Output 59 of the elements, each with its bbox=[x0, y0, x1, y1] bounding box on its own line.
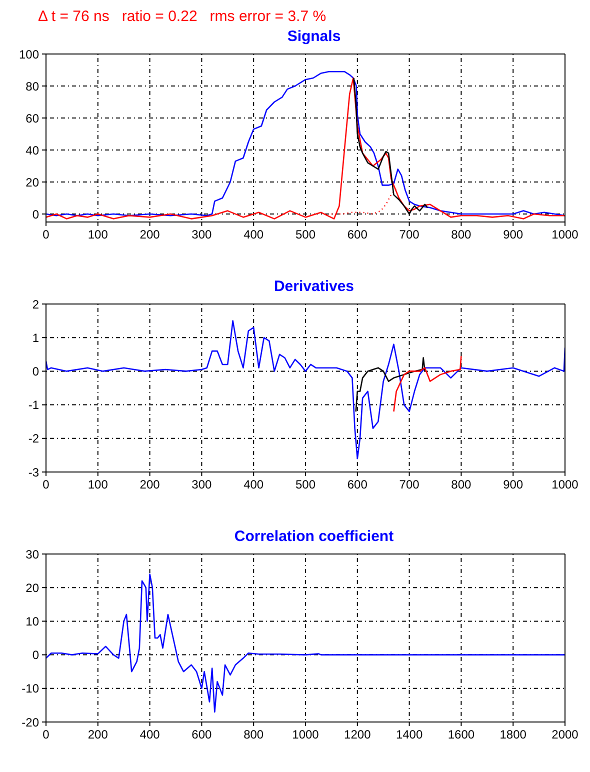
line-series bbox=[46, 320, 565, 460]
x-tick-label: 900 bbox=[503, 478, 524, 492]
x-tick-label: 700 bbox=[399, 478, 420, 492]
chart-title: Δ t = 76 ns ratio = 0.22 rms error = 3.7 % bbox=[37, 8, 328, 27]
x-tick-label: 400 bbox=[244, 478, 264, 492]
x-tick-label: 200 bbox=[140, 478, 160, 492]
x-tick-label: 800 bbox=[451, 478, 472, 492]
y-tick-label: -10 bbox=[22, 682, 40, 696]
x-tick-label: 1000 bbox=[292, 728, 320, 742]
x-tick-label: 600 bbox=[192, 728, 212, 742]
x-tick-label: 300 bbox=[192, 478, 212, 492]
y-tick-label: -1 bbox=[28, 398, 40, 412]
x-tick-label: 800 bbox=[244, 728, 264, 742]
x-tick-label: 1200 bbox=[344, 728, 372, 742]
line-series bbox=[46, 574, 565, 713]
x-tick-label: 1600 bbox=[448, 728, 475, 742]
x-tick-label: 600 bbox=[347, 228, 368, 242]
x-tick-label: 0 bbox=[42, 228, 50, 242]
x-tick-label: 1000 bbox=[552, 478, 579, 492]
y-tick-label: 0 bbox=[32, 648, 40, 662]
x-tick-label: 300 bbox=[192, 228, 212, 242]
x-tick-label: 400 bbox=[244, 228, 264, 242]
chart-title: Derivatives bbox=[272, 278, 356, 297]
y-tick-label: 60 bbox=[26, 111, 40, 126]
chart-subtitle: Signals bbox=[286, 28, 342, 47]
y-tick-label: -2 bbox=[28, 432, 40, 446]
x-tick-label: 2000 bbox=[552, 728, 579, 742]
x-tick-label: 600 bbox=[347, 478, 368, 492]
x-tick-label: 100 bbox=[88, 228, 108, 242]
line-series bbox=[393, 355, 462, 412]
x-tick-label: 100 bbox=[88, 478, 108, 492]
line-series bbox=[330, 188, 397, 215]
x-tick-label: 700 bbox=[399, 228, 420, 242]
x-tick-label: 400 bbox=[140, 728, 160, 742]
x-tick-label: 500 bbox=[295, 228, 316, 242]
x-tick-label: 0 bbox=[42, 728, 50, 742]
y-tick-label: 30 bbox=[26, 547, 40, 562]
y-tick-label: 20 bbox=[26, 175, 40, 190]
x-tick-label: 500 bbox=[295, 478, 316, 492]
y-tick-label: 80 bbox=[26, 79, 40, 94]
y-tick-label: 10 bbox=[26, 614, 40, 628]
y-tick-label: 0 bbox=[32, 207, 40, 222]
chart-title: Correlation coefficient bbox=[233, 528, 395, 547]
y-tick-label: 1 bbox=[32, 330, 40, 345]
y-tick-label: 100 bbox=[18, 47, 40, 62]
x-tick-label: 0 bbox=[42, 478, 50, 492]
x-tick-label: 200 bbox=[140, 228, 160, 242]
y-tick-label: 0 bbox=[32, 364, 40, 378]
x-tick-label: 200 bbox=[88, 728, 108, 742]
x-tick-label: 900 bbox=[503, 228, 524, 242]
y-tick-label: 40 bbox=[26, 143, 40, 158]
x-tick-label: 1800 bbox=[500, 728, 527, 742]
y-tick-label: -20 bbox=[22, 715, 40, 730]
x-tick-label: 1400 bbox=[396, 728, 423, 742]
x-tick-label: 800 bbox=[451, 228, 472, 242]
x-tick-label: 1000 bbox=[552, 228, 579, 242]
y-tick-label: -3 bbox=[28, 465, 40, 480]
y-tick-label: 2 bbox=[32, 297, 40, 312]
y-tick-label: 20 bbox=[26, 580, 40, 595]
